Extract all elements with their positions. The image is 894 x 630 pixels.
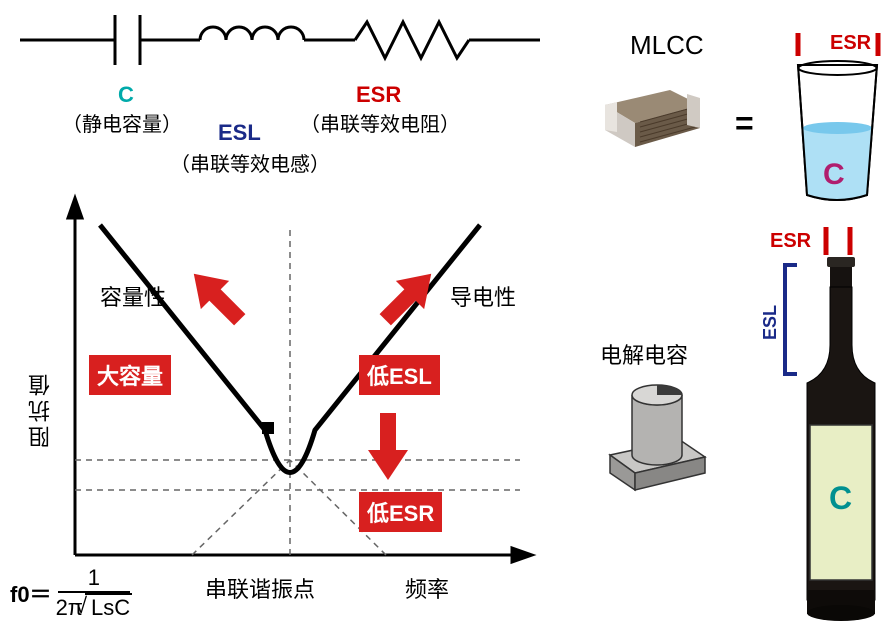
esr-label: ESR <box>356 82 401 108</box>
glass-c-label: C <box>823 158 845 192</box>
impedance-chart <box>10 190 550 630</box>
esl-sublabel: （串联等效电感） <box>170 148 330 177</box>
text-capacitive: 容量性 <box>100 280 166 312</box>
elec-title: 电解电容 <box>600 338 688 370</box>
elec-esl-label: ESL <box>760 305 781 340</box>
mlcc-chip-icon <box>595 75 710 155</box>
xlabel-frequency: 频率 <box>405 572 449 604</box>
ylabel: 阻抗值 <box>25 370 57 448</box>
mlcc-esr-marks-icon <box>788 28 888 58</box>
elec-esr-marks-icon <box>818 222 858 258</box>
c-sublabel: （静电容量） <box>62 108 182 137</box>
elec-cap-icon <box>600 375 715 505</box>
formula-f0: f0＝ <box>10 577 52 609</box>
badge-large-cap: 大容量 <box>89 355 171 395</box>
xlabel-resonance: 串联谐振点 <box>205 572 315 604</box>
bottle-c-label: C <box>829 480 852 517</box>
badge-low-esl: 低ESL <box>359 355 440 395</box>
formula-denom-sqrt: LsC <box>87 595 130 620</box>
bottle-icon <box>795 255 890 625</box>
elec-esr-label: ESR <box>770 230 811 253</box>
esl-label: ESL <box>218 120 261 146</box>
esr-sublabel: （串联等效电阻） <box>300 108 460 137</box>
badge-low-esr: 低ESR <box>359 492 442 532</box>
formula: f0＝ 1 2π √ LsC <box>10 565 132 621</box>
text-conductive: 导电性 <box>450 280 516 312</box>
c-label: C <box>118 82 134 108</box>
circuit-diagram <box>10 5 550 85</box>
mlcc-equals: = <box>735 105 754 142</box>
formula-numerator: 1 <box>58 565 130 593</box>
mlcc-title: MLCC <box>630 30 704 61</box>
